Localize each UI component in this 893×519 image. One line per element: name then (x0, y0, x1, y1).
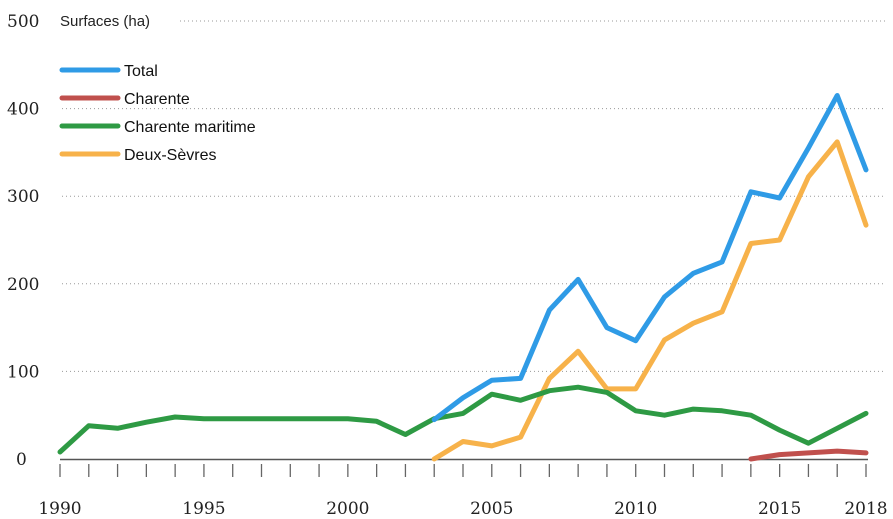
x-axis (59, 458, 868, 477)
x-tick-label: 1990 (38, 499, 81, 519)
series-line-charente-maritime (57, 384, 869, 455)
legend-label-total: Total (124, 63, 158, 80)
x-tick-label: 2010 (614, 499, 657, 519)
series-line-charente (748, 448, 869, 462)
x-tick-labels: 1990 1995 2000 2005 2010 2015 2018 (38, 499, 887, 519)
x-tick-label: 2015 (758, 499, 801, 519)
y-tick-label: 200 (7, 275, 39, 295)
y-tick-label: 300 (7, 187, 39, 207)
series-line-total (431, 93, 869, 423)
y-tick-label: 400 (7, 100, 39, 120)
gridlines (62, 20, 885, 372)
y-tick-label: 100 (7, 362, 39, 382)
y-axis-label: Surfaces (ha) (60, 13, 150, 30)
x-tick-label: 2000 (326, 499, 369, 519)
legend: Total Charente Charente maritime Deux-Sèvre… (59, 63, 256, 164)
x-tick-label: 2005 (470, 499, 513, 519)
legend-label-deux-s-vres: Deux-Sèvres (124, 147, 216, 164)
series-line-deux-s-vres (431, 139, 869, 462)
x-tick-label: 2018 (844, 499, 887, 519)
series-lines (57, 93, 869, 462)
y-tick-label: 500 (7, 12, 39, 32)
y-tick-label: 0 (16, 450, 27, 470)
y-tick-labels: 0 100 200 300 400 500 (7, 12, 39, 470)
legend-label-charente-maritime: Charente maritime (124, 119, 256, 136)
legend-label-charente: Charente (124, 91, 190, 108)
x-tick-label: 1995 (182, 499, 225, 519)
